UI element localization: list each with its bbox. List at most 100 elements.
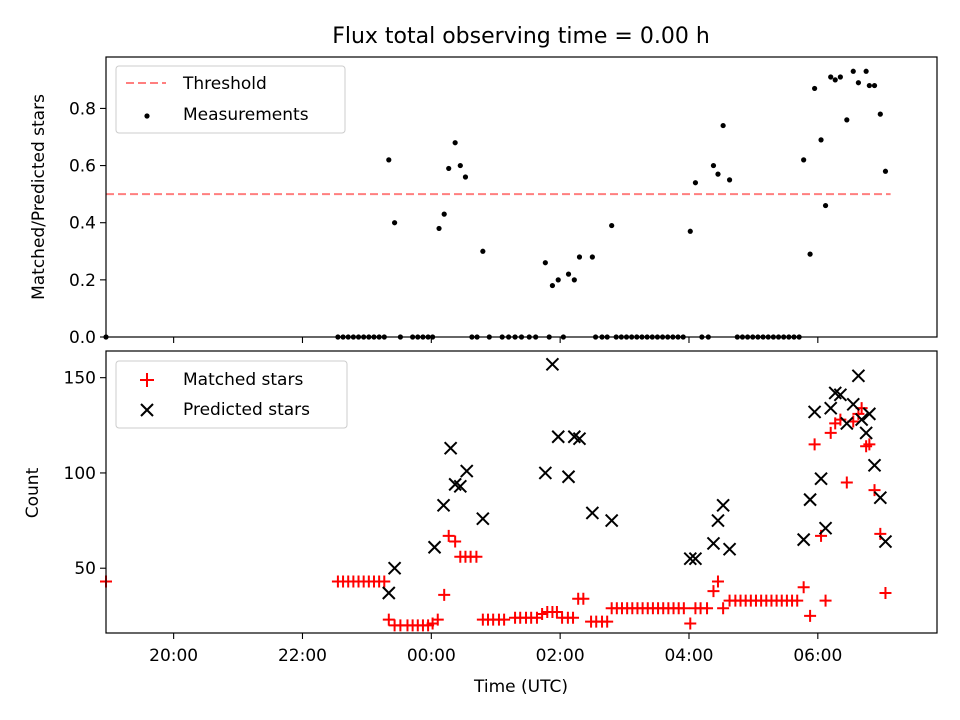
measurement-point [391,220,398,226]
predicted-star-point [604,513,619,528]
predicted-star-point [545,357,560,372]
matched-star-point [498,613,511,626]
measurement-point [828,74,834,80]
matched-star-point [819,594,832,607]
measurement-point [446,165,452,172]
predicted-star-point [873,491,888,505]
matched-star-point [684,617,697,630]
measurement-point [692,180,699,186]
top-plot-frame [105,56,938,338]
top-legend: Threshold Measurements [115,65,346,134]
matched-star-point [874,527,887,540]
predicted-star-point [803,492,817,507]
matched-star-point [797,581,810,594]
measurement-point [855,80,862,86]
predicted-star-point [722,542,737,556]
bottom-x-tick-label: 22:00 [278,646,327,666]
predicted-star-point [387,561,402,575]
measurement-point [565,271,572,277]
measurement-point [807,251,813,257]
bottom-ylabel: Count [23,467,43,518]
measurement-point [715,171,721,177]
top-y-tick-label: 0.6 [69,157,96,177]
top-ylabel: Matched/Predicted stars [29,94,49,300]
measurement-point [882,168,889,174]
matched-star-point [808,438,821,451]
measurement-point [462,174,469,180]
measurement-point [549,282,556,289]
bottom-legend-box [115,360,348,429]
matched-star-point [536,607,549,620]
predicted-star-point [382,586,396,600]
predicted-star-point [688,551,703,566]
predicted-star-point [846,397,860,412]
measurement-point [866,82,872,89]
measurement-point [818,137,824,143]
matched-star-point [711,575,724,588]
measurement-point [555,277,561,283]
matched-star-point [863,438,876,451]
bottom-data-layer [100,357,893,632]
legend-measurements-swatch [144,113,150,119]
chart-title: Flux total observing time = 0.00 h [332,24,710,49]
measurement-point [837,74,843,80]
top-legend-box [115,65,346,134]
bottom-y-tick-label: 100 [64,464,96,484]
measurement-point [386,157,392,163]
bottom-plot-frame [105,350,938,634]
predicted-star-point [878,534,893,549]
matched-star-point [804,609,817,622]
bottom-y-tick-label: 150 [64,369,96,389]
bottom-legend: Matched stars Predicted stars [115,360,348,429]
predicted-star-point [476,511,490,526]
legend-matched-label: Matched stars [183,370,303,390]
matched-star-point [840,476,853,489]
predicted-star-point [443,441,458,455]
predicted-star-point [453,479,468,493]
predicted-star-point [796,532,811,547]
predicted-star-point [851,369,866,383]
measurement-point [812,85,818,92]
matched-star-point [431,613,444,626]
matched-star-point [442,529,455,542]
matched-star-point [701,602,714,615]
predicted-star-point [840,416,854,431]
matched-star-point [717,602,730,615]
measurement-point [542,260,548,266]
matched-star-point [601,615,614,628]
measurement-point [801,157,807,163]
legend-predicted-swatch [140,403,154,417]
bottom-x-tick-label: 20:00 [149,646,198,666]
measurement-point [863,68,869,74]
bottom-x-tick-label: 06:00 [793,646,842,666]
matched-star-point [707,585,720,598]
top-y-tick-label: 0.2 [69,271,96,291]
predicted-star-point [859,426,873,440]
predicted-star-point [824,401,838,415]
measurement-point [710,162,717,169]
predicted-star-point [814,471,828,486]
top-panel: Matched/Predicted stars 0.00.20.40.60.8 … [29,56,938,348]
measurement-point [436,225,442,232]
matched-star-point [567,611,580,624]
measurement-point [609,222,615,229]
predicted-star-point [706,536,721,551]
predicted-star-point [716,498,730,513]
matched-star-point [879,586,892,599]
matched-star-point [382,613,395,626]
matched-star-point [868,484,881,497]
bottom-xlabel: Time (UTC) [473,677,568,697]
legend-matched-swatch [140,373,154,387]
top-data-layer [103,68,891,340]
bottom-panel: Count Time (UTC) 20:00 22:00 00:00 02:00 04:… [23,350,938,697]
predicted-star-point [711,513,725,528]
measurement-point [850,68,856,74]
predicted-star-point [436,498,451,513]
predicted-star-point [551,430,565,444]
measurement-point [452,140,458,146]
matched-star-point [438,588,451,601]
predicted-star-point [818,521,833,535]
measurement-point [457,162,463,169]
predicted-star-point [854,412,869,427]
